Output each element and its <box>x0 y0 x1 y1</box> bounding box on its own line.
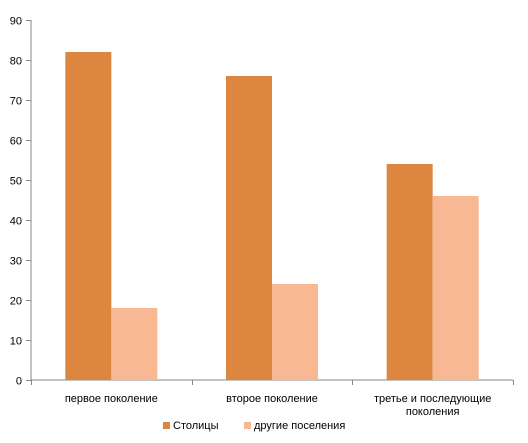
x-category-label: поколения <box>406 406 460 418</box>
bar-capitals <box>226 76 272 380</box>
chart-legend: Столицы другие поселения <box>163 420 345 432</box>
legend-swatch <box>244 422 251 429</box>
bar-capitals <box>386 164 433 380</box>
legend-swatch <box>163 422 170 429</box>
bar-capitals <box>65 52 112 380</box>
y-tick-label: 60 <box>10 136 22 148</box>
x-category-label: второе поколение <box>226 393 318 405</box>
chart-bars <box>65 52 479 380</box>
y-tick-label: 30 <box>10 256 22 268</box>
y-tick-label: 80 <box>10 56 22 68</box>
legend-label: другие поселения <box>254 420 345 432</box>
x-category-label: третье и последующие <box>374 393 491 405</box>
y-tick-label: 40 <box>10 216 22 228</box>
x-category-label: первое поколение <box>65 393 158 405</box>
y-tick-label: 50 <box>10 176 22 188</box>
y-tick-label: 20 <box>10 296 22 308</box>
bar-other-settlements <box>111 308 158 380</box>
bar-other-settlements <box>272 284 318 380</box>
y-tick-label: 10 <box>10 336 22 348</box>
y-tick-label: 0 <box>16 376 22 388</box>
bar-other-settlements <box>432 196 479 380</box>
y-tick-label: 70 <box>10 96 22 108</box>
chart-labels: 0 10 20 30 40 50 60 70 80 90 первое поколение второ… <box>10 16 492 419</box>
y-tick-label: 90 <box>10 16 22 28</box>
legend-label: Столицы <box>173 420 219 432</box>
